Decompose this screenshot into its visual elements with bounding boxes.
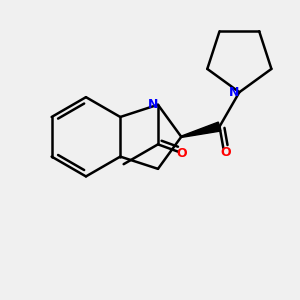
Text: O: O xyxy=(176,147,187,160)
Text: N: N xyxy=(148,98,158,111)
Text: O: O xyxy=(221,146,231,159)
Text: N: N xyxy=(229,86,239,99)
Polygon shape xyxy=(181,122,221,137)
